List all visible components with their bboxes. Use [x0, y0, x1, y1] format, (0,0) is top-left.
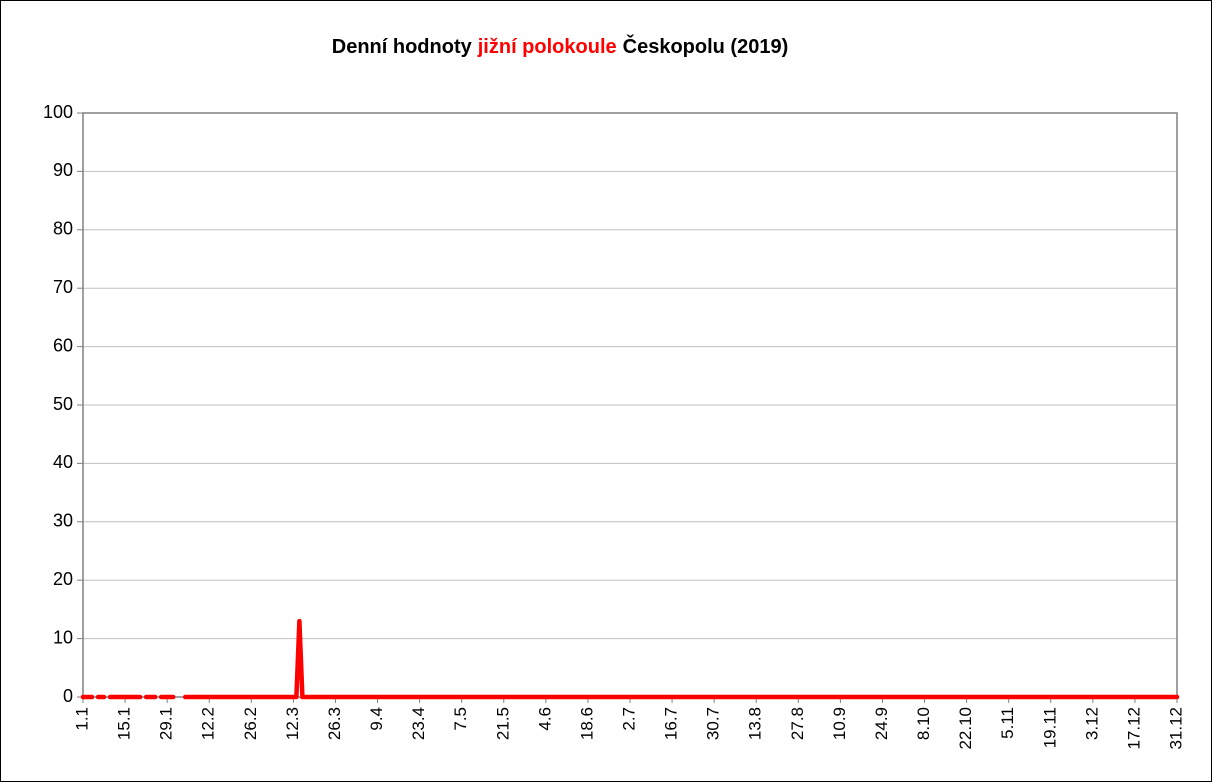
- x-tick-label: 27.8: [788, 707, 807, 740]
- y-tick-label: 80: [53, 219, 73, 239]
- x-tick-label: 12.2: [199, 707, 218, 740]
- x-tick-label: 19.11: [1040, 707, 1059, 748]
- x-tick-label: 30.7: [704, 707, 723, 740]
- chart-title: Denní hodnoty jižní polokoule Českopolu (2…: [332, 34, 788, 58]
- x-tick-label: 3.12: [1082, 707, 1101, 740]
- x-tick-label: 7.5: [451, 707, 470, 731]
- x-tick-label: 26.3: [325, 707, 344, 740]
- x-tick-label: 21.5: [493, 707, 512, 740]
- title-part: Českopolu (2019): [623, 34, 789, 58]
- x-tick-label: 4.6: [535, 707, 554, 731]
- data-line: [182, 618, 1180, 700]
- x-tick-label: 18.6: [577, 707, 596, 740]
- y-tick-label: 50: [53, 394, 73, 414]
- y-tick-label: 40: [53, 452, 73, 472]
- title-part: Denní hodnoty: [332, 36, 473, 58]
- x-tick-label: 8.10: [914, 707, 933, 740]
- x-tick-label: 2.7: [619, 707, 638, 731]
- y-tick-label: 20: [53, 569, 73, 589]
- x-tick-label: 12.3: [283, 707, 302, 740]
- y-tick-label: 70: [53, 277, 73, 297]
- x-tick-label: 15.1: [115, 707, 134, 740]
- y-tick-label: 30: [53, 511, 73, 531]
- y-tick-label: 90: [53, 160, 73, 180]
- x-tick-label: 1.1: [72, 707, 91, 731]
- y-tick-label: 100: [43, 102, 73, 122]
- x-tick-label: 24.9: [872, 707, 891, 740]
- x-tick-label: 17.12: [1124, 707, 1143, 750]
- x-tick-label: 23.4: [409, 707, 428, 740]
- x-tick-label: 13.8: [746, 707, 765, 740]
- x-tick-label: 5.11: [998, 707, 1017, 739]
- x-tick-label: 26.2: [241, 707, 260, 740]
- x-tick-label: 31.12: [1166, 707, 1185, 750]
- x-tick-label: 29.1: [157, 707, 176, 740]
- y-tick-label: 60: [53, 335, 73, 355]
- x-tick-label: 10.9: [830, 707, 849, 740]
- y-tick-label: 10: [53, 627, 73, 647]
- title-part: jižní polokoule: [477, 36, 617, 58]
- x-tick-label: 16.7: [662, 707, 681, 740]
- x-tick-label: 9.4: [367, 707, 386, 731]
- x-tick-label: 22.10: [956, 707, 975, 750]
- y-tick-label: 0: [63, 686, 73, 706]
